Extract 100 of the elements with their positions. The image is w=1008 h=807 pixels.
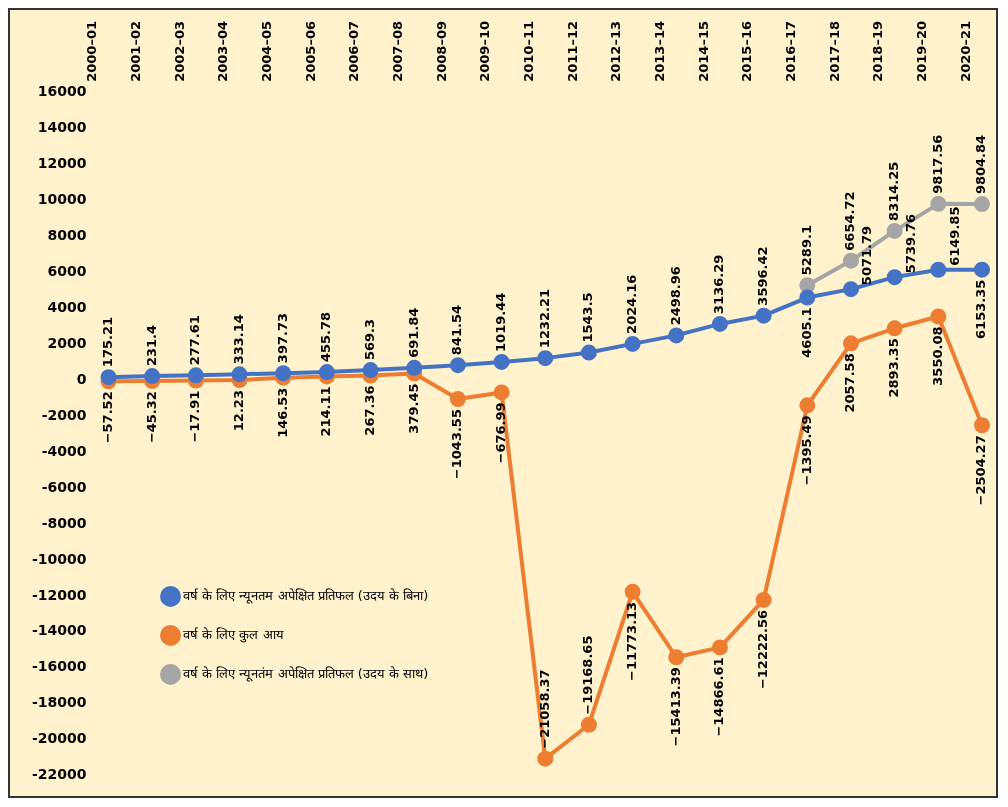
point bbox=[755, 591, 772, 608]
data-label: 691.84 bbox=[405, 307, 421, 358]
point bbox=[930, 308, 947, 325]
x-tick-label: 2013–14 bbox=[652, 20, 668, 82]
y-tick-label: 12000 bbox=[37, 155, 87, 172]
point bbox=[842, 281, 859, 298]
point bbox=[449, 391, 466, 408]
point bbox=[886, 320, 903, 337]
x-tick-label: 2006–07 bbox=[346, 20, 362, 82]
x-tick-label: 2009–10 bbox=[477, 20, 493, 82]
data-label: −15413.39 bbox=[667, 667, 683, 747]
point bbox=[624, 583, 641, 600]
point bbox=[799, 397, 816, 414]
x-tick-label: 2008–09 bbox=[433, 20, 449, 82]
y-tick-label: -4000 bbox=[41, 442, 87, 459]
point bbox=[974, 417, 990, 434]
y-tick-label: -18000 bbox=[31, 694, 87, 711]
x-tick-label: 2010–11 bbox=[521, 20, 537, 82]
data-label: 379.45 bbox=[405, 383, 421, 434]
x-tick-label: 2000–01 bbox=[84, 20, 100, 82]
point bbox=[449, 357, 466, 374]
point bbox=[974, 261, 990, 278]
x-tick-label: 2003–04 bbox=[215, 20, 231, 82]
data-label: 214.11 bbox=[318, 386, 334, 437]
data-label: 9804.84 bbox=[973, 134, 989, 195]
data-label: 8314.25 bbox=[886, 161, 902, 221]
x-tick-label: 2020–21 bbox=[957, 20, 973, 82]
point bbox=[406, 359, 423, 376]
data-label: 231.4 bbox=[143, 325, 159, 367]
point bbox=[580, 716, 597, 733]
y-tick-label: 2000 bbox=[47, 334, 87, 351]
point bbox=[100, 369, 117, 386]
legend-label: वर्ष के लिए न्यूनतम अपेक्षित प्रतिफल (उदय के बिना) bbox=[183, 587, 429, 604]
data-label: 12.23 bbox=[230, 390, 246, 432]
legend-label: वर्ष के लिए न्यूनतंम अपेक्षित प्रतिफल (उदय के साथ) bbox=[183, 665, 429, 682]
y-tick-label: -16000 bbox=[31, 658, 87, 675]
y-tick-label: 6000 bbox=[47, 263, 87, 280]
x-tick-label: 2015–16 bbox=[739, 20, 755, 82]
point bbox=[974, 196, 990, 213]
data-label: 6149.85 bbox=[946, 206, 962, 266]
point bbox=[799, 277, 816, 294]
data-label: −17.91 bbox=[187, 390, 203, 443]
data-label: −14866.61 bbox=[711, 657, 727, 737]
data-label: 333.14 bbox=[230, 314, 246, 365]
point bbox=[275, 365, 292, 382]
x-tick-label: 2019–20 bbox=[914, 20, 930, 82]
x-tick-label: 2016–17 bbox=[783, 20, 799, 82]
y-tick-label: -10000 bbox=[31, 550, 87, 567]
data-label: 6153.35 bbox=[973, 279, 989, 339]
data-label: 2024.16 bbox=[623, 274, 639, 334]
data-label: 1232.21 bbox=[536, 288, 552, 349]
x-tick-label: 2011–12 bbox=[564, 20, 580, 82]
data-label: −11773.13 bbox=[623, 601, 639, 681]
point bbox=[668, 649, 685, 666]
data-label: 455.78 bbox=[318, 311, 334, 363]
point bbox=[755, 307, 772, 324]
data-label: 841.54 bbox=[449, 304, 465, 356]
point bbox=[231, 366, 248, 383]
point bbox=[930, 195, 947, 212]
data-label: −2504.27 bbox=[973, 435, 989, 506]
x-tick-label: 2001–02 bbox=[127, 20, 143, 82]
y-tick-label: -8000 bbox=[41, 514, 87, 531]
point bbox=[886, 222, 903, 239]
point bbox=[537, 750, 554, 767]
data-label: −12222.56 bbox=[755, 609, 770, 690]
y-tick-label: 10000 bbox=[37, 191, 87, 208]
y-tick-label: -2000 bbox=[41, 406, 87, 423]
point bbox=[493, 384, 510, 401]
data-label: 175.21 bbox=[99, 316, 115, 368]
point bbox=[842, 252, 859, 269]
data-label: 4605.1 bbox=[798, 307, 814, 358]
data-label: 3550.08 bbox=[929, 326, 945, 386]
data-label: 2498.96 bbox=[667, 266, 683, 326]
point bbox=[799, 289, 816, 306]
data-label: 1543.5 bbox=[580, 292, 596, 343]
data-label: 5739.76 bbox=[903, 213, 919, 274]
data-label: −45.32 bbox=[143, 391, 159, 444]
y-tick-label: 14000 bbox=[37, 119, 87, 136]
point bbox=[886, 269, 903, 286]
data-label: 9817.56 bbox=[929, 134, 945, 194]
data-label: 5289.1 bbox=[798, 225, 814, 276]
point bbox=[930, 261, 947, 278]
data-label: 2057.58 bbox=[842, 353, 858, 413]
point bbox=[493, 353, 510, 370]
x-tick-label: 2014–15 bbox=[695, 20, 711, 82]
y-tick-label: -12000 bbox=[31, 586, 87, 603]
data-label: −676.99 bbox=[492, 402, 508, 464]
data-label: 1019.44 bbox=[492, 292, 508, 352]
data-label: −1395.49 bbox=[798, 415, 814, 486]
data-label: 277.61 bbox=[187, 315, 203, 366]
x-tick-label: 2017–18 bbox=[826, 20, 842, 82]
x-tick-label: 2018–19 bbox=[870, 20, 886, 82]
y-tick-label: 4000 bbox=[47, 299, 87, 316]
data-label: 5071.79 bbox=[859, 225, 875, 286]
y-tick-label: 0 bbox=[76, 370, 87, 387]
x-tick-label: 2005–06 bbox=[302, 20, 318, 82]
y-tick-label: 8000 bbox=[47, 227, 87, 244]
data-label: 146.53 bbox=[274, 387, 290, 438]
point bbox=[624, 335, 641, 352]
point bbox=[711, 315, 728, 332]
